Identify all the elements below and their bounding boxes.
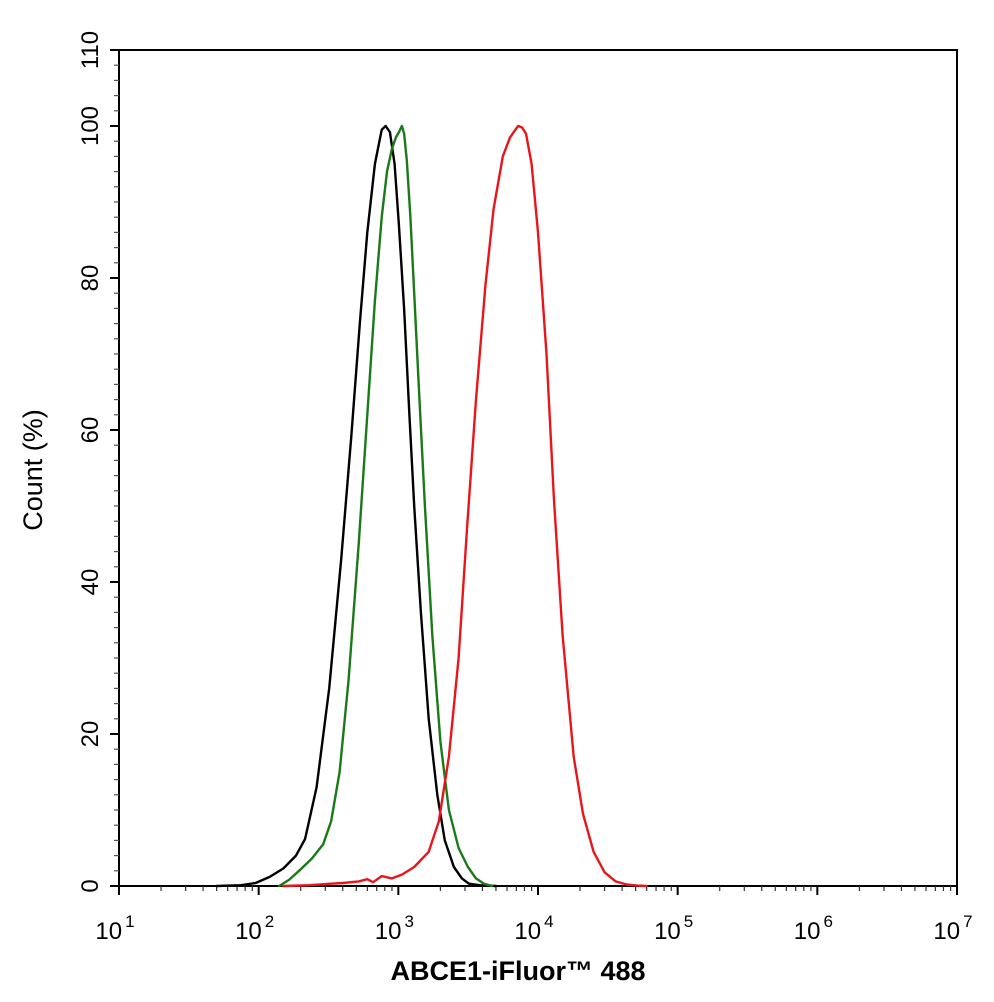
y-tick-label: 40	[77, 569, 104, 596]
axis-tick-labels: 10 1 10 2 10 3 10 4 10 5 10 6 10 7 0 20 40 60 80 100 110	[77, 31, 973, 945]
x-axis-title: ABCE1-iFluor™ 488	[390, 956, 645, 986]
x-tick-label: 10 2	[235, 912, 274, 945]
y-tick-label: 60	[77, 417, 104, 444]
y-tick-label: 80	[77, 265, 104, 292]
x-tick-label: 10 1	[95, 912, 134, 945]
y-tick-label: 100	[77, 106, 104, 146]
y-tick-label: 20	[77, 721, 104, 748]
x-tick-label: 10 4	[514, 912, 553, 945]
x-tick-label: 10 7	[933, 912, 972, 945]
y-axis-title: Count (%)	[18, 409, 48, 531]
plot-frame	[118, 49, 958, 887]
x-tick-label: 10 5	[654, 912, 693, 945]
y-tick-label: 110	[77, 31, 104, 69]
x-tick-label: 10 3	[375, 912, 414, 945]
y-tick-label: 0	[77, 879, 104, 892]
series-line-2	[277, 124, 494, 888]
series-lines	[215, 124, 648, 888]
x-tick-label: 10 6	[794, 912, 833, 945]
series-line-3	[282, 124, 648, 888]
series-line-1	[215, 124, 498, 888]
